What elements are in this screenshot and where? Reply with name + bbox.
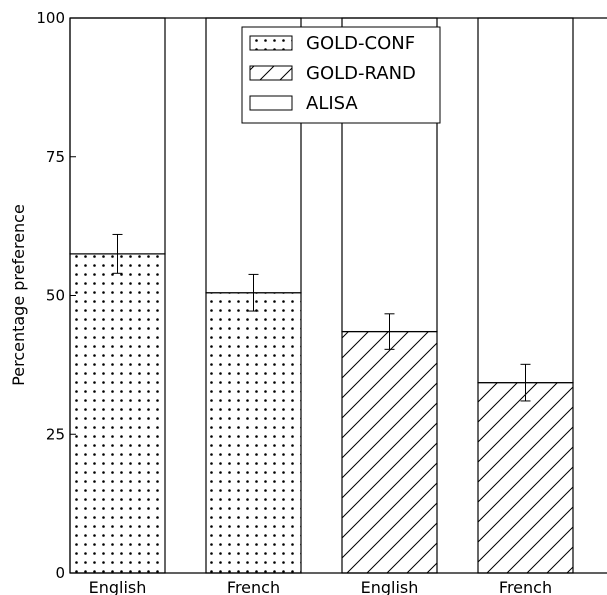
y-tick-label-2: 50 — [46, 287, 65, 305]
legend-label-alisa: ALISA — [306, 93, 358, 114]
error-bars-layer — [112, 233, 531, 402]
y-tick-label-0: 0 — [55, 564, 65, 582]
legend-swatch-gold-rand — [249, 65, 293, 81]
legend-swatch-alisa — [249, 95, 293, 111]
x-tick-label-1: French — [227, 578, 280, 595]
y-axis-label: Percentage preference — [9, 204, 28, 386]
bar-alisa-0 — [69, 17, 166, 255]
bar-gold-conf-1 — [205, 292, 302, 574]
legend-swatch-gold-conf — [249, 35, 293, 51]
x-tick-label-2: English — [361, 578, 419, 595]
y-tick-label-3: 75 — [46, 148, 65, 166]
legend: GOLD-CONF GOLD-RAND ALISA — [241, 26, 441, 124]
axes-layer: English French English French 0 25 50 75 100 — [36, 9, 607, 595]
x-tick-label-3: French — [499, 578, 552, 595]
y-tick-label-4: 100 — [36, 9, 65, 27]
bar-gold-rand-2 — [341, 330, 438, 574]
legend-label-gold-rand: GOLD-RAND — [306, 63, 416, 84]
legend-label-gold-conf: GOLD-CONF — [306, 33, 415, 54]
y-tick-label-1: 25 — [46, 425, 65, 443]
bar-gold-conf-0 — [69, 253, 166, 574]
bar-alisa-3 — [477, 17, 574, 384]
x-tick-label-0: English — [89, 578, 147, 595]
bar-gold-rand-3 — [477, 382, 574, 574]
